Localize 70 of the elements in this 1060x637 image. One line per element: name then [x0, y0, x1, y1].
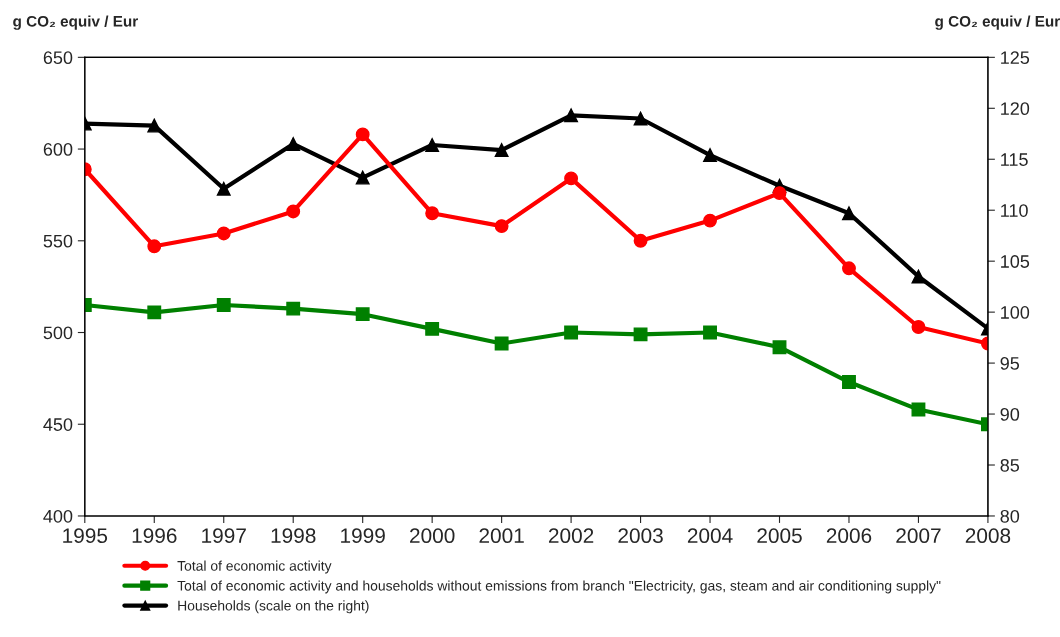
x-tick-label: 1998	[271, 528, 316, 544]
point	[355, 170, 370, 185]
legend-label: Households (scale on the right)	[178, 600, 369, 614]
y2-tick-label: 100	[1001, 306, 1030, 319]
x-tick-label: 2005	[757, 528, 802, 544]
x-tick-label: 2000	[410, 528, 455, 544]
point	[911, 269, 926, 284]
point	[911, 402, 926, 417]
y-axis-title: g CO₂ equiv / Eur	[13, 15, 138, 30]
point	[703, 213, 717, 228]
point	[842, 206, 856, 221]
x-tick-label: 2006	[826, 528, 872, 544]
point	[147, 239, 162, 254]
y-tick-label: 650	[43, 51, 73, 65]
y-tick-label: 500	[43, 326, 73, 340]
x-tick-label: 2002	[548, 528, 594, 544]
x-tick-label: 2007	[896, 528, 941, 544]
y-tick-label: 600	[43, 142, 73, 156]
y2-tick-label: 125	[1001, 51, 1030, 65]
y2-tick-label: 120	[1001, 102, 1030, 116]
point	[842, 261, 856, 276]
x-tick-label: 1999	[341, 528, 385, 544]
y2-tick-label: 80	[1000, 509, 1020, 523]
point	[772, 340, 787, 355]
point	[425, 138, 440, 152]
y2-tick-label: 90	[1000, 407, 1020, 421]
point	[911, 320, 926, 334]
y-tick-label: 450	[43, 418, 73, 431]
point	[494, 143, 509, 158]
point	[216, 226, 231, 241]
x-tick-label: 1996	[132, 528, 177, 544]
x-tick-label: 2003	[618, 528, 663, 544]
y2-tick-label: 95	[1000, 357, 1020, 370]
legend-label: Total of economic activity and households without emissions from branch "Electricity, gas, steam and air conditioning supply"	[177, 580, 941, 594]
x-tick-label: 2004	[687, 528, 733, 544]
y2-tick-label: 105	[1001, 255, 1030, 268]
y-tick-label: 400	[43, 509, 73, 523]
x-tick-label: 2001	[479, 528, 524, 544]
y-tick-label: 550	[43, 234, 73, 248]
point	[564, 325, 579, 340]
x-tick-label: 1995	[63, 528, 108, 544]
x-tick-label: 2008	[965, 528, 1011, 544]
point	[842, 375, 856, 389]
point	[633, 111, 648, 126]
point	[494, 336, 509, 351]
point	[633, 233, 648, 248]
point	[286, 137, 301, 151]
legend-label: Total of economic activity	[177, 560, 332, 574]
point	[286, 204, 301, 219]
y2-tick-label: 110	[1001, 204, 1028, 217]
point	[355, 127, 370, 142]
point	[494, 219, 509, 234]
point	[286, 301, 301, 316]
point	[564, 171, 579, 186]
point	[703, 325, 717, 340]
point	[216, 298, 231, 312]
point	[147, 118, 162, 133]
point	[564, 108, 579, 123]
point	[425, 206, 440, 221]
point	[147, 305, 162, 320]
y2-tick-label: 115	[1001, 153, 1028, 166]
point	[355, 307, 370, 322]
y2-tick-label: 85	[1000, 458, 1020, 472]
y2-axis-title: g CO₂ equiv / Eur	[935, 15, 1060, 30]
point	[703, 148, 717, 163]
point	[772, 186, 787, 201]
point	[216, 181, 231, 196]
point	[633, 327, 648, 342]
x-tick-label: 1997	[202, 528, 246, 544]
point	[425, 321, 440, 336]
